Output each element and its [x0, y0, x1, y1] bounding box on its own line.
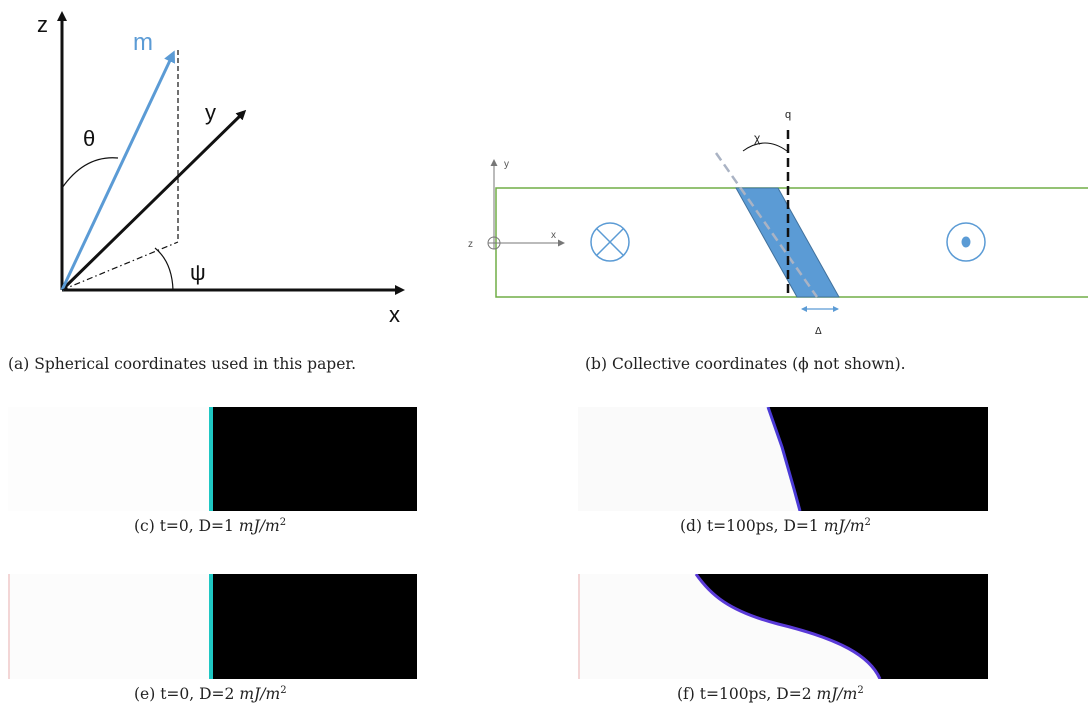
caption-d-text: (d) t=100ps, D=1: [680, 517, 824, 536]
caption-f-exp: 2: [857, 685, 864, 696]
collective-coordinates-diagram: y x z q χ Δ: [468, 109, 1088, 337]
caption-e: (e) t=0, D=2 mJ/m2: [134, 685, 287, 703]
psi-label: ψ: [190, 260, 206, 285]
y-axis-label: y: [205, 100, 216, 125]
caption-b: (b) Collective coordinates (ϕ not shown)…: [585, 355, 906, 373]
caption-c-unit: mJ/m: [238, 517, 280, 536]
caption-f-text: (f) t=100ps, D=2: [677, 685, 817, 704]
caption-c-text: (c) t=0, D=1: [134, 517, 239, 536]
wall-normal-line: [714, 152, 819, 298]
small-y-label: y: [504, 159, 509, 170]
panel-d-image: [578, 407, 988, 511]
psi-arc: [154, 247, 174, 291]
delta-label: Δ: [815, 326, 822, 337]
m-label: m: [133, 29, 153, 56]
caption-f: (f) t=100ps, D=2 mJ/m2: [677, 685, 864, 703]
panel-c-image: [8, 407, 417, 511]
caption-d-unit: mJ/m: [823, 517, 865, 536]
chi-label: χ: [754, 131, 761, 145]
panel-e-image: [8, 574, 417, 679]
m-vector: [60, 50, 176, 291]
small-z-label: z: [468, 239, 473, 250]
spherical-coordinates-diagram: z m y θ ψ x: [37, 11, 405, 327]
theta-label: θ: [83, 126, 95, 151]
q-label: q: [785, 109, 791, 121]
out-of-page-dot: [961, 236, 971, 248]
into-page-symbol: [590, 222, 630, 262]
caption-c-exp: 2: [279, 517, 287, 528]
into-page-cross-2: [596, 228, 624, 256]
x-axis-label: x: [389, 302, 400, 327]
caption-e-exp: 2: [280, 685, 287, 696]
caption-e-unit: mJ/m: [239, 685, 281, 704]
chi-arc: [742, 142, 788, 152]
projection-xy: [61, 241, 179, 291]
theta-arc: [61, 157, 119, 189]
panel-f-image: [578, 574, 988, 679]
caption-a: (a) Spherical coordinates used in this p…: [8, 355, 357, 373]
small-x-label: x: [551, 230, 556, 241]
caption-e-text: (e) t=0, D=2: [134, 685, 240, 704]
caption-d-exp: 2: [864, 517, 871, 528]
out-of-page-symbol: [946, 222, 986, 262]
caption-c: (c) t=0, D=1 mJ/m2: [134, 517, 286, 535]
caption-f-unit: mJ/m: [816, 685, 858, 704]
z-axis-label: z: [37, 12, 48, 37]
y-axis: [60, 109, 247, 292]
caption-d: (d) t=100ps, D=1 mJ/m2: [680, 517, 871, 535]
